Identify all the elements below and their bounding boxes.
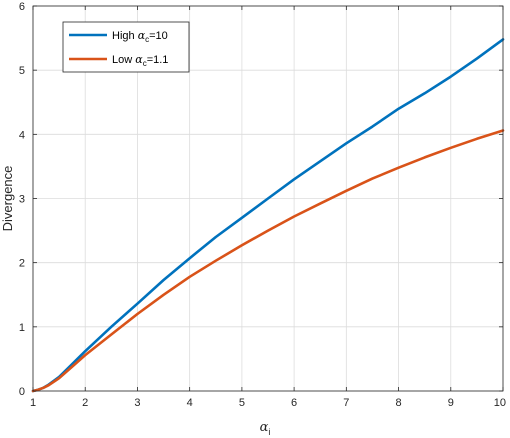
series-line-2: [31, 129, 505, 393]
x-tick-label: 9: [448, 397, 454, 409]
legend-box: [62, 21, 190, 73]
legend-entry-symbol: α: [138, 29, 146, 42]
legend-entry-subscript: c: [145, 35, 149, 44]
legend-entry-prefix: Low: [112, 54, 135, 66]
y-tick-label: 1: [19, 322, 25, 334]
legend-entry-suffix: =1.1: [147, 54, 169, 66]
legend-entry-symbol: α: [135, 53, 143, 66]
y-axis-label: Divergence: [0, 166, 15, 232]
x-tick-label: 3: [134, 397, 140, 409]
x-axis-label: αi: [260, 420, 271, 437]
x-tick-label: 4: [187, 397, 193, 409]
y-axis-label-text: Divergence: [0, 166, 15, 232]
y-tick-label: 5: [19, 65, 25, 77]
x-tick-label: 1: [30, 397, 36, 409]
x-axis-label-text: αi: [260, 420, 271, 437]
legend-entry-subscript: c: [143, 59, 147, 68]
x-axis-label-subscript: i: [268, 427, 270, 437]
series-line-1: [31, 38, 505, 393]
x-tick-label: 7: [343, 397, 349, 409]
y-tick-label: 4: [19, 129, 25, 141]
x-tick-label: 10: [494, 397, 506, 409]
legend-entry-1: High αc=10: [112, 29, 168, 44]
legend-entry-prefix: High: [112, 30, 138, 42]
legend-entry-suffix: =10: [149, 30, 168, 42]
x-tick-label: 5: [239, 397, 245, 409]
x-tick-label: 2: [82, 397, 88, 409]
x-axis-label-symbol: α: [260, 420, 269, 435]
x-tick-label: 6: [291, 397, 297, 409]
y-tick-label: 3: [19, 194, 25, 206]
y-tick-label: 2: [19, 258, 25, 270]
y-tick-label: 0: [19, 386, 25, 398]
x-tick-label: 8: [395, 397, 401, 409]
series-group: [31, 38, 505, 393]
y-tick-label: 6: [19, 1, 25, 13]
legend-entry-2: Low αc=1.1: [112, 53, 168, 68]
